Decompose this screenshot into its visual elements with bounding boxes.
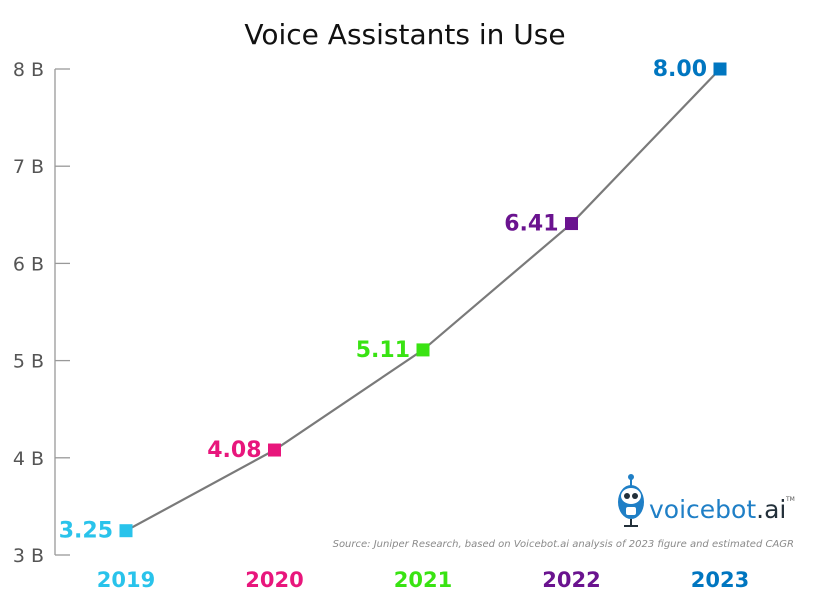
y-tick-label: 8 B [13,59,44,81]
y-tick-label: 4 B [13,448,44,470]
y-tick-label: 7 B [13,156,44,178]
x-axis: 2019 2020 2021 2022 2023 [97,568,749,592]
data-label: 6.41 [504,212,558,237]
x-tick-label: 2021 [394,568,452,592]
y-axis: 3 B 4 B 5 B 6 B 7 B 8 B [13,59,70,567]
x-tick-label: 2023 [691,568,749,592]
x-tick-label: 2019 [97,568,155,592]
logo-suffix: .ai [756,495,786,524]
data-point [416,343,430,357]
data-point [268,443,281,457]
y-tick-label: 6 B [13,253,44,275]
robot-microphone-icon [618,474,644,527]
data-point [713,62,727,76]
chart-title: Voice Assistants in Use [244,18,565,51]
svg-text:voicebot.ai: voicebot.ai [649,495,786,524]
logo-trademark: TM [785,496,795,503]
voicebot-logo: voicebot.ai TM [618,474,795,527]
x-tick-label: 2020 [245,568,303,592]
source-note: Source: Juniper Research, based on Voice… [333,539,794,550]
data-label: 5.11 [356,338,410,363]
data-point [119,524,133,538]
y-tick-label: 5 B [13,351,44,373]
x-tick-label: 2022 [542,568,600,592]
logo-text: voicebot [649,495,756,524]
data-label: 8.00 [653,57,707,82]
y-tick-label: 3 B [13,545,44,567]
data-label: 4.08 [207,438,261,463]
data-point [565,217,578,231]
data-label: 3.25 [59,519,113,544]
data-points: 3.25 4.08 5.11 6.41 8.00 [59,57,727,544]
